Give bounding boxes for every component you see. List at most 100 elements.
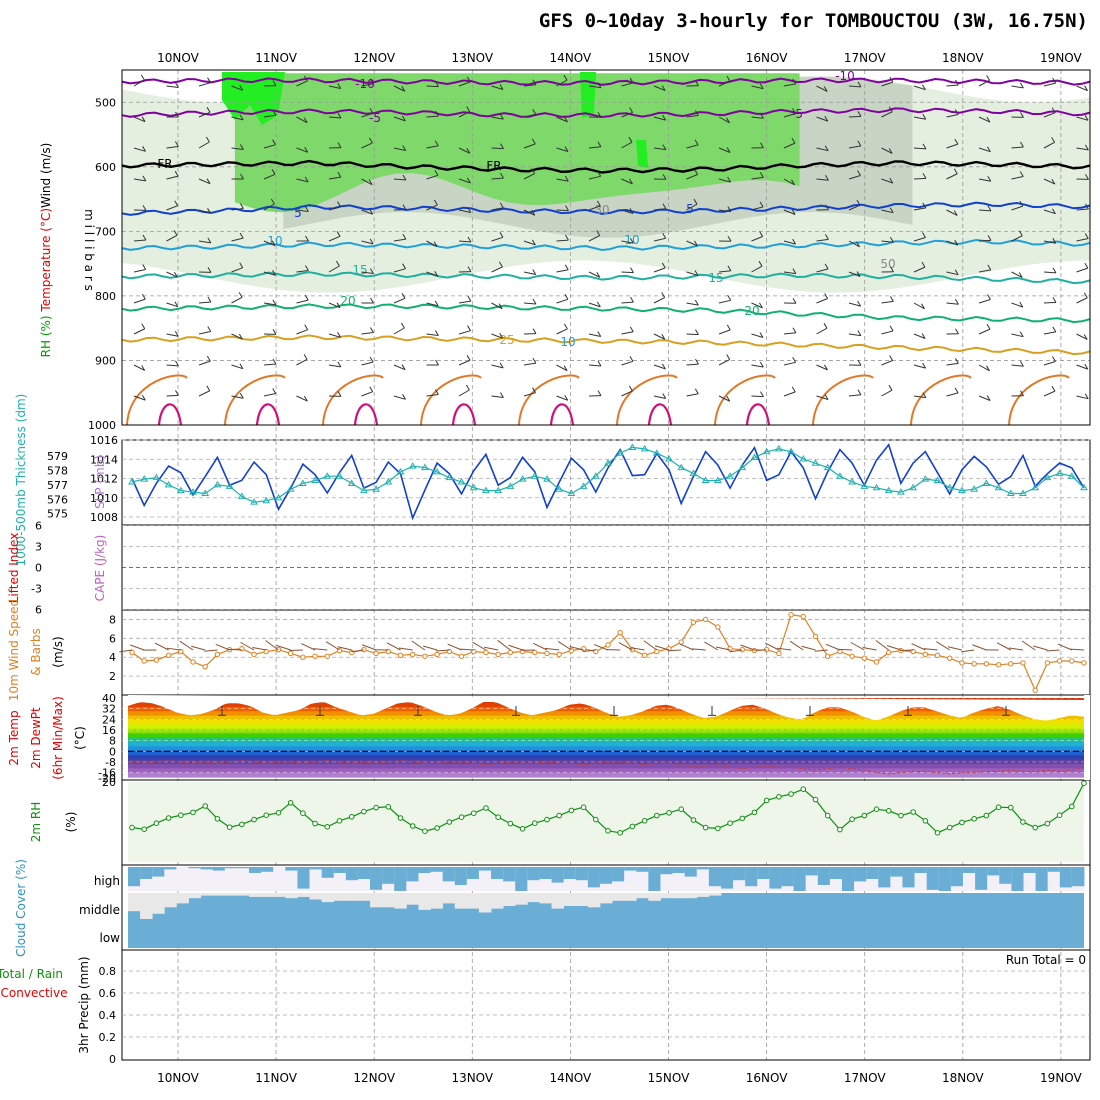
high-cloud-bar [309,867,323,870]
rh-point [910,809,916,815]
middle-cloud-bar [224,893,238,896]
wind-speed-point [800,613,806,620]
high-cloud-bg [261,867,274,891]
wind-speed-point [824,653,831,659]
middle-cloud-bar [418,893,431,910]
pressure-tick: 800 [95,290,116,303]
wind-speed-point [251,651,257,658]
high-cloud-bar [720,867,734,889]
thickness-point [1006,489,1015,497]
slp-tick: 1016 [90,434,118,447]
temp-ylabel-3: (6hr Min/Max) [51,696,65,780]
temp-ylabel-2: 2m DewPt [29,707,43,769]
middle-cloud-bar [454,893,468,909]
date-label-bottom: 10NOV [157,1071,199,1085]
rh-point [1020,819,1026,825]
thickness-point [616,449,625,456]
wind-speed-point [495,651,501,658]
rh-point [592,816,599,823]
wind-ylabel-2: & Barbs [29,628,43,676]
thickness-point [665,454,673,462]
thickness-point [848,478,856,485]
panel-frame-prec [121,949,1091,1061]
wind-barbs [133,74,1089,402]
high-cloud-bar [841,867,855,891]
rh-point [934,830,941,836]
thickness-point [311,476,319,484]
wind-speed-point [886,649,892,656]
rh-point [385,804,392,810]
high-cloud-bg [273,867,286,891]
middle-cloud-bar [212,893,226,896]
middle-cloud-bar [321,893,335,903]
high-cloud-bg [176,867,189,891]
boundary-layer-contour [910,374,972,426]
temp-color-band [128,742,1084,747]
rh-point [885,808,892,814]
wind-speed-point [959,660,965,666]
thickness-point [799,454,808,462]
temp-color-band [128,755,1084,761]
ylabel-temperature: Temperature (°C) [39,208,53,313]
rh-point [190,809,196,816]
rh-point [531,820,538,827]
high-cloud-bar [478,867,492,871]
precip-tick: 0.8 [99,965,117,978]
thickness-point [176,486,185,494]
lifted-index-tick: 6 [35,604,42,617]
high-cloud-bar [152,867,165,877]
boundary-layer-contour [518,374,580,426]
wind-speed-point [458,653,465,659]
high-cloud-bg [696,867,710,891]
rh-point [544,816,550,823]
high-cloud-bar [1071,867,1085,887]
contour-label: 15 [708,271,723,285]
rh-shade-bright [580,72,596,118]
wind-speed-point [397,652,404,659]
wind-speed-point [715,624,721,630]
rh-point [654,812,660,819]
contour-label: 15 [352,263,367,277]
wind-speed-point [1020,660,1026,666]
date-label-top: 13NOV [451,51,493,65]
boundary-layer-contour [714,374,776,426]
wind-ylabel-3: (m/s) [51,636,65,667]
thickness-point [433,467,442,475]
boundary-layer-contour [1008,374,1070,426]
warm-core-contour [157,403,183,426]
wind-speed-point [983,661,990,667]
high-cloud-bar [708,867,722,887]
rh-point [702,824,709,831]
temp-ylabel-1: 2m Temp [7,710,21,765]
high-cloud-bar [696,867,710,870]
thickness-point [445,473,454,481]
wind-speed-point [690,619,697,625]
wind-speed-point [727,646,733,652]
thickness-point [1019,489,1027,497]
high-cloud-bar [962,867,976,873]
contour-label: 20 [340,294,355,308]
high-cloud-bar [321,867,335,878]
wind-speed-point [507,649,514,656]
wind-speed-point [605,642,611,648]
temp-color-band [128,715,1084,721]
date-label-top: 19NOV [1040,51,1082,65]
high-cloud-bar [902,867,915,888]
rh-point [861,812,868,819]
high-cloud-bar [224,867,238,869]
temp-color-band [128,720,1084,725]
high-cloud-bg [430,867,444,891]
rh-point [1068,803,1075,810]
rh-point [1032,824,1038,831]
temp-tick: 0 [109,745,116,758]
rh-point [446,819,453,825]
middle-cloud-bar [563,893,577,906]
middle-cloud-bar [188,893,202,899]
thickness-point [884,486,893,494]
date-label-bottom: 11NOV [255,1071,297,1085]
wind-speed-point [361,646,367,653]
wind-speed-point [1056,658,1063,664]
thickness-point [506,482,515,489]
wind-speed-point [641,652,648,659]
wind-speed-point [483,649,489,656]
